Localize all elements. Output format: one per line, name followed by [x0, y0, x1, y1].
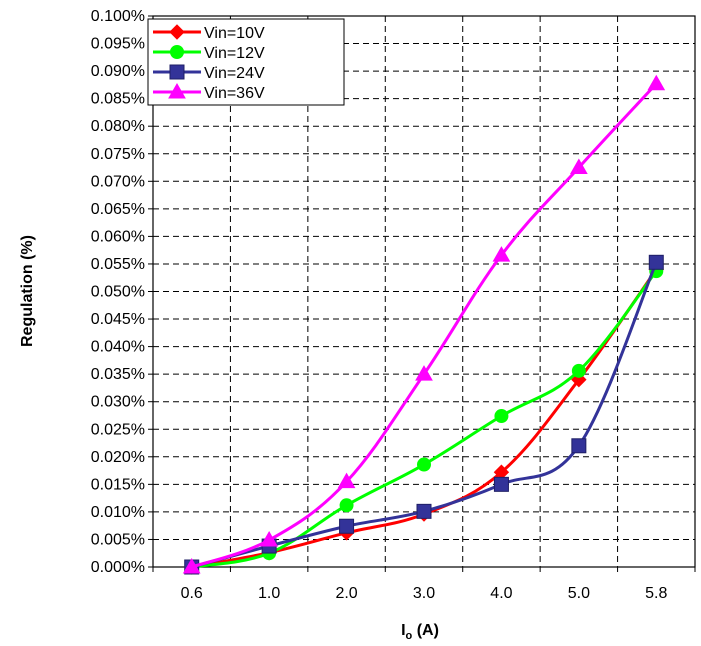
data-point-marker	[494, 409, 509, 424]
y-axis-title: Regulation (%)	[19, 235, 36, 347]
legend-item: Vin=12V	[153, 45, 265, 62]
legend-label: Vin=10V	[204, 25, 265, 42]
x-tick-label: 4.0	[490, 585, 512, 602]
data-point-marker	[571, 363, 586, 378]
y-tick-label: 0.055%	[91, 256, 145, 273]
x-axis-ticks: 0.6 1.0 2.0 3.0 4.0 5.0 5.8	[152, 567, 696, 602]
data-point-marker	[339, 498, 354, 513]
data-point-marker	[647, 74, 666, 91]
legend-item: Vin=36V	[153, 82, 265, 102]
y-tick-label: 0.010%	[91, 504, 145, 521]
y-axis-ticks: 0.000% 0.005% 0.010% 0.015% 0.020% 0.025% 0.03…	[91, 8, 153, 576]
y-tick-label: 0.000%	[91, 559, 145, 576]
series-vin-36v	[182, 74, 666, 574]
series-layer	[182, 74, 666, 575]
y-tick-label: 0.095%	[91, 36, 145, 53]
legend-label: Vin=36V	[204, 85, 265, 102]
y-tick-label: 0.080%	[91, 118, 145, 135]
legend-marker	[170, 45, 184, 59]
series-vin-12v	[184, 264, 664, 574]
y-tick-label: 0.020%	[91, 449, 145, 466]
series-line	[191, 82, 658, 569]
y-tick-label: 0.085%	[91, 91, 145, 108]
y-tick-label: 0.040%	[91, 339, 145, 356]
legend-label: Vin=12V	[204, 45, 265, 62]
x-tick-label: 3.0	[413, 585, 435, 602]
data-point-marker	[260, 530, 279, 547]
x-tick-label: 5.0	[568, 585, 590, 602]
legend-item: Vin=24V	[153, 64, 265, 82]
legend-marker	[169, 64, 185, 80]
y-tick-label: 0.015%	[91, 476, 145, 493]
x-axis-title-rest: (A)	[412, 622, 439, 639]
data-point-marker	[415, 365, 433, 381]
plot-area	[152, 15, 696, 568]
x-axis-title-main: I	[401, 622, 405, 639]
data-point-marker	[339, 518, 355, 534]
y-tick-label: 0.060%	[91, 228, 145, 245]
y-tick-label: 0.045%	[91, 311, 145, 328]
y-tick-label: 0.005%	[91, 531, 145, 548]
data-point-marker	[492, 246, 511, 262]
legend-marker	[168, 82, 186, 99]
x-axis-title: Io (A)	[401, 622, 439, 642]
y-tick-label: 0.050%	[91, 284, 145, 301]
data-point-marker	[337, 472, 356, 489]
data-point-marker	[569, 158, 588, 175]
x-tick-label: 1.0	[258, 585, 280, 602]
series-line	[191, 270, 658, 569]
legend-label: Vin=24V	[204, 65, 265, 82]
legend-item: Vin=10V	[153, 24, 265, 42]
series-vin-24v	[184, 254, 664, 575]
series-vin-10v	[184, 261, 664, 575]
grid	[153, 16, 695, 567]
y-tick-label: 0.090%	[91, 63, 145, 80]
data-point-marker	[416, 503, 432, 519]
x-tick-label: 0.6	[181, 585, 203, 602]
y-tick-label: 0.030%	[91, 394, 145, 411]
y-tick-label: 0.025%	[91, 421, 145, 438]
y-tick-label: 0.035%	[91, 366, 145, 383]
y-tick-label: 0.100%	[91, 8, 145, 25]
data-point-marker	[493, 476, 509, 492]
y-tick-label: 0.065%	[91, 201, 145, 218]
data-point-marker	[648, 254, 664, 270]
series-line	[191, 268, 658, 569]
data-point-marker	[182, 557, 201, 574]
x-tick-label: 2.0	[335, 585, 357, 602]
legend-marker	[169, 24, 185, 40]
data-point-marker	[417, 457, 431, 472]
y-tick-label: 0.075%	[91, 146, 145, 163]
data-point-marker	[571, 438, 587, 454]
y-tick-label: 0.070%	[91, 173, 145, 190]
legend: Vin=10V Vin=12V Vin=24V Vin=36V	[147, 18, 345, 106]
x-axis-title-subscript: o	[406, 630, 413, 642]
x-tick-label: 5.8	[645, 585, 667, 602]
